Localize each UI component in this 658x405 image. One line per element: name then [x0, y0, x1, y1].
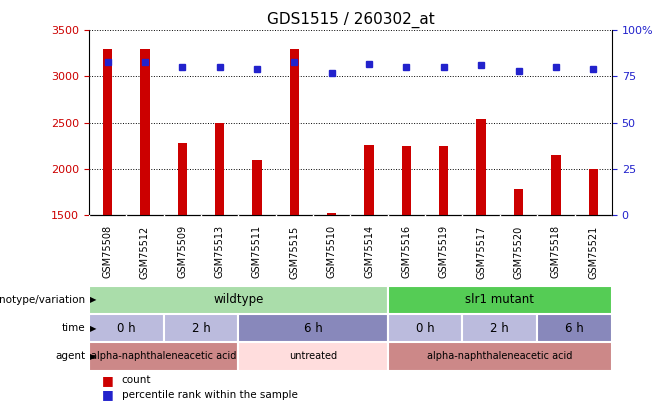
- Text: GSM75511: GSM75511: [252, 225, 262, 278]
- Bar: [537, 314, 612, 342]
- Title: GDS1515 / 260302_at: GDS1515 / 260302_at: [266, 11, 434, 28]
- Text: count: count: [122, 375, 151, 385]
- Text: GSM75514: GSM75514: [364, 225, 374, 278]
- Bar: [89, 286, 388, 314]
- Bar: [290, 49, 299, 215]
- Text: 0 h: 0 h: [117, 322, 136, 335]
- Text: time: time: [62, 323, 86, 333]
- Text: alpha-naphthaleneacetic acid: alpha-naphthaleneacetic acid: [427, 352, 572, 361]
- Bar: [402, 147, 411, 215]
- Text: alpha-naphthaleneacetic acid: alpha-naphthaleneacetic acid: [91, 352, 236, 361]
- Text: agent: agent: [55, 352, 86, 361]
- Text: GSM75518: GSM75518: [551, 225, 561, 278]
- Text: GSM75517: GSM75517: [476, 225, 486, 279]
- Text: percentile rank within the sample: percentile rank within the sample: [122, 390, 297, 400]
- Bar: [178, 143, 187, 215]
- Bar: [388, 342, 612, 371]
- Text: wildtype: wildtype: [213, 293, 263, 306]
- Text: 2 h: 2 h: [191, 322, 211, 335]
- Bar: [89, 314, 164, 342]
- Bar: [103, 49, 112, 215]
- Bar: [252, 160, 262, 215]
- Text: genotype/variation: genotype/variation: [0, 295, 86, 305]
- Text: 2 h: 2 h: [490, 322, 509, 335]
- Bar: [365, 145, 374, 215]
- Text: GSM75513: GSM75513: [215, 225, 224, 278]
- Bar: [238, 314, 388, 342]
- Bar: [215, 124, 224, 215]
- Text: GSM75516: GSM75516: [401, 225, 411, 278]
- Text: GSM75521: GSM75521: [588, 225, 598, 279]
- Bar: [238, 342, 388, 371]
- Text: 0 h: 0 h: [416, 322, 434, 335]
- Text: 6 h: 6 h: [303, 322, 322, 335]
- Text: GSM75515: GSM75515: [290, 225, 299, 279]
- Bar: [439, 145, 449, 215]
- Text: 6 h: 6 h: [565, 322, 584, 335]
- Text: GSM75519: GSM75519: [439, 225, 449, 278]
- Bar: [89, 342, 238, 371]
- Bar: [476, 119, 486, 215]
- Bar: [388, 286, 612, 314]
- Text: ▶: ▶: [90, 352, 97, 361]
- Text: GSM75512: GSM75512: [140, 225, 150, 279]
- Text: GSM75510: GSM75510: [327, 225, 337, 278]
- Bar: [463, 314, 537, 342]
- Bar: [140, 49, 149, 215]
- Text: GSM75509: GSM75509: [177, 225, 188, 278]
- Text: GSM75508: GSM75508: [103, 225, 113, 278]
- Text: ▶: ▶: [90, 324, 97, 333]
- Text: GSM75520: GSM75520: [513, 225, 524, 279]
- Bar: [589, 168, 598, 215]
- Text: ■: ■: [102, 388, 114, 401]
- Bar: [514, 189, 523, 215]
- Bar: [388, 314, 463, 342]
- Bar: [327, 213, 336, 215]
- Bar: [551, 155, 561, 215]
- Bar: [164, 314, 238, 342]
- Text: untreated: untreated: [289, 352, 337, 361]
- Text: ■: ■: [102, 374, 114, 387]
- Text: slr1 mutant: slr1 mutant: [465, 293, 534, 306]
- Text: ▶: ▶: [90, 295, 97, 304]
